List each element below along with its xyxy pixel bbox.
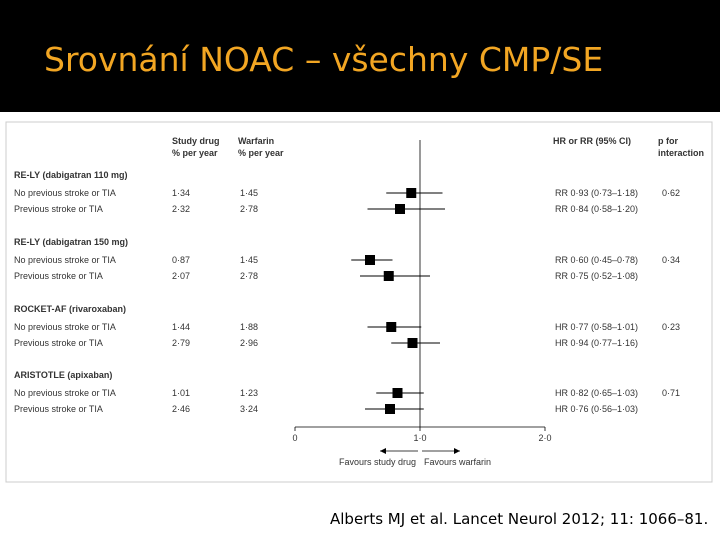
warfarin-rate: 1·88: [240, 322, 258, 332]
row-label: Previous stroke or TIA: [14, 338, 103, 348]
slide-title: Srovnání NOAC – všechny CMP/SE: [44, 40, 604, 79]
study-drug-rate: 2·07: [172, 271, 190, 281]
favours-right-label: Favours warfarin: [424, 457, 491, 467]
study-drug-rate: 1·34: [172, 188, 190, 198]
effect-estimate-text: RR 0·93 (0·73–1·18): [555, 188, 638, 198]
col-header-warfarin-2: % per year: [238, 148, 284, 158]
figure-panel: [5, 121, 713, 483]
study-drug-rate: 2·32: [172, 204, 190, 214]
effect-estimate-text: HR 0·82 (0·65–1·03): [555, 388, 638, 398]
estimate-marker: [395, 204, 405, 214]
study-drug-rate: 2·46: [172, 404, 190, 414]
warfarin-rate: 3·24: [240, 404, 258, 414]
warfarin-rate: 2·78: [240, 271, 258, 281]
p-interaction: 0·62: [662, 188, 680, 198]
row-label: Previous stroke or TIA: [14, 271, 103, 281]
warfarin-rate: 1·23: [240, 388, 258, 398]
col-header-warfarin-1: Warfarin: [238, 136, 274, 146]
col-header-p-2: interaction: [658, 148, 704, 158]
warfarin-rate: 2·78: [240, 204, 258, 214]
p-interaction: 0·71: [662, 388, 680, 398]
group-title: RE-LY (dabigatran 150 mg): [14, 237, 128, 247]
forest-plot: Study drug % per year Warfarin % per yea…: [5, 121, 713, 483]
row-label: No previous stroke or TIA: [14, 322, 116, 332]
citation: Alberts MJ et al. Lancet Neurol 2012; 11…: [330, 510, 709, 528]
effect-estimate-text: HR 0·77 (0·58–1·01): [555, 322, 638, 332]
col-header-study-1: Study drug: [172, 136, 220, 146]
estimate-marker: [383, 271, 394, 281]
study-drug-rate: 1·01: [172, 388, 190, 398]
group-title: RE-LY (dabigatran 110 mg): [14, 170, 128, 180]
effect-estimate-text: RR 0·75 (0·52–1·08): [555, 271, 638, 281]
favours-right-arrowhead: [454, 448, 460, 454]
tick-label: 1·0: [413, 433, 426, 443]
row-label: No previous stroke or TIA: [14, 255, 116, 265]
effect-estimate-text: RR 0·84 (0·58–1·20): [555, 204, 638, 214]
row-label: No previous stroke or TIA: [14, 388, 116, 398]
estimate-marker: [407, 338, 418, 348]
warfarin-rate: 1·45: [240, 188, 258, 198]
x-axis: 0 1·0 2·0 Favours study drug Favours warfari…: [292, 140, 552, 467]
study-drug-rate: 1·44: [172, 322, 190, 332]
warfarin-rate: 1·45: [240, 255, 258, 265]
tick-label: 2·0: [538, 433, 551, 443]
effect-estimate-text: RR 0·60 (0·45–0·78): [555, 255, 638, 265]
p-interaction: 0·23: [662, 322, 680, 332]
row-label: Previous stroke or TIA: [14, 204, 103, 214]
estimate-marker: [406, 188, 417, 198]
row-label: No previous stroke or TIA: [14, 188, 116, 198]
estimate-marker: [365, 255, 375, 265]
favours-left-arrowhead: [380, 448, 386, 454]
estimate-marker: [392, 388, 403, 398]
group-title: ARISTOTLE (apixaban): [14, 370, 112, 380]
effect-estimate-text: HR 0·76 (0·56–1·03): [555, 404, 638, 414]
estimate-marker: [385, 404, 395, 414]
study-drug-rate: 0·87: [172, 255, 190, 265]
col-header-hr: HR or RR (95% CI): [553, 136, 631, 146]
effect-estimate-text: HR 0·94 (0·77–1·16): [555, 338, 638, 348]
title-bar: Srovnání NOAC – všechny CMP/SE: [0, 0, 720, 112]
group-title: ROCKET-AF (rivaroxaban): [14, 304, 126, 314]
forest-plot-figure: Study drug % per year Warfarin % per yea…: [0, 112, 720, 540]
forest-rows: RE-LY (dabigatran 110 mg) No previous str…: [14, 170, 680, 414]
study-drug-rate: 2·79: [172, 338, 190, 348]
col-header-p-1: p for: [658, 136, 678, 146]
col-header-study-2: % per year: [172, 148, 218, 158]
p-interaction: 0·34: [662, 255, 680, 265]
tick-label: 0: [292, 433, 297, 443]
estimate-marker: [386, 322, 397, 332]
warfarin-rate: 2·96: [240, 338, 258, 348]
favours-left-label: Favours study drug: [339, 457, 416, 467]
row-label: Previous stroke or TIA: [14, 404, 103, 414]
